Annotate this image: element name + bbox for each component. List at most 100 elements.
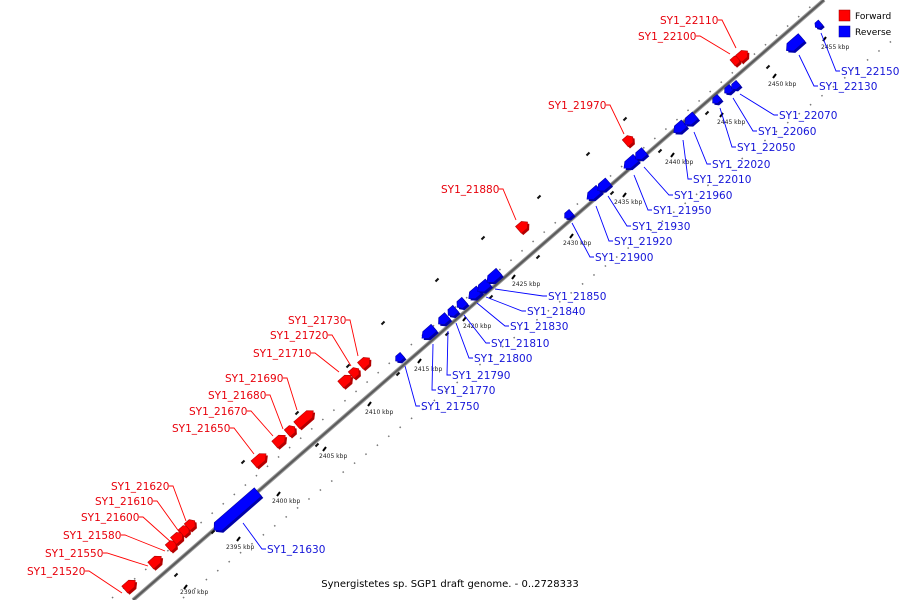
- ruler-tick-label: 2415 kbp: [414, 366, 442, 373]
- reverse-gene-leader: [798, 54, 818, 87]
- forward-gene-label: SY1_21720: [270, 330, 328, 342]
- forward-gene: [271, 434, 286, 449]
- reverse-gene-label: SY1_21790: [452, 370, 510, 382]
- ruler-tick-label: 2405 kbp: [319, 453, 347, 460]
- reverse-gene: [597, 177, 612, 192]
- ruler-tick-label: 2450 kbp: [768, 81, 796, 88]
- reverse-gene-leader: [693, 131, 711, 165]
- feature-tick: [585, 151, 591, 157]
- reverse-gene-label: SY1_22130: [819, 81, 877, 93]
- feature-tick: [609, 190, 615, 196]
- legend-forward-label: Forward: [855, 12, 891, 22]
- reverse-gene-label: SY1_21950: [653, 205, 711, 217]
- feature-tick: [657, 148, 663, 154]
- ruler-tick-label: 2395 kbp: [226, 544, 254, 551]
- forward-gene-leader: [328, 334, 352, 367]
- legend-reverse-label: Reverse: [855, 28, 892, 38]
- forward-gene-leader: [247, 410, 274, 437]
- forward-gene: [293, 410, 314, 430]
- reverse-gene-label: SY1_21850: [548, 291, 606, 303]
- feature-tick: [345, 363, 351, 369]
- forward-gene-label: SY1_22100: [638, 31, 696, 43]
- ruler-tick-mark: [367, 401, 372, 407]
- forward-gene-label: SY1_21550: [45, 548, 103, 560]
- forward-gene-leader: [169, 485, 187, 522]
- ruler-tick-mark: [417, 358, 422, 364]
- forward-gene-leader: [606, 104, 625, 135]
- forward-gene-label: SY1_21710: [253, 348, 311, 360]
- ruler-tick-mark: [236, 536, 241, 542]
- reverse-gene-label: SY1_21630: [267, 544, 325, 556]
- ruler-tick-mark: [670, 152, 675, 158]
- ruler-tick-mark: [511, 274, 516, 280]
- reverse-gene: [447, 304, 460, 317]
- reverse-gene: [395, 351, 406, 362]
- reverse-gene-label: SY1_21830: [510, 321, 568, 333]
- gene-features: [121, 19, 825, 595]
- feature-tick: [704, 110, 710, 116]
- reverse-gene-label: SY1_22010: [693, 174, 751, 186]
- label-leader-lines: [85, 19, 840, 594]
- reverse-gene: [673, 119, 688, 134]
- forward-gene-label: SY1_21520: [27, 566, 85, 578]
- forward-gene: [183, 519, 196, 532]
- forward-gene: [121, 579, 136, 594]
- forward-gene-leader: [153, 500, 181, 534]
- reverse-gene-leader: [463, 314, 490, 344]
- ruler-tick-mark: [719, 112, 724, 118]
- reverse-gene-leader: [485, 296, 526, 312]
- feature-tick: [622, 116, 628, 122]
- forward-gene-leader: [718, 19, 737, 49]
- ruler-tick-mark: [772, 73, 777, 79]
- ruler-tick-label: 2435 kbp: [614, 199, 642, 206]
- legend-reverse-swatch: [838, 25, 851, 38]
- reverse-gene: [731, 79, 742, 90]
- forward-gene: [164, 540, 177, 553]
- reverse-gene-leader: [643, 166, 673, 196]
- feature-tick: [488, 294, 494, 300]
- ruler-tick-label: 2400 kbp: [272, 498, 300, 505]
- forward-gene-label: SY1_21690: [225, 373, 283, 385]
- feature-tick: [294, 410, 300, 416]
- reverse-gene-label: SY1_21920: [614, 236, 672, 248]
- reverse-gene-label: SY1_21800: [474, 353, 532, 365]
- forward-gene-label: SY1_21880: [441, 184, 499, 196]
- reverse-gene-label: SY1_22020: [712, 159, 770, 171]
- reverse-gene-label: SY1_21930: [632, 221, 690, 233]
- forward-gene-label: SY1_21680: [208, 390, 266, 402]
- reverse-gene-leader: [739, 93, 778, 116]
- feature-tick: [480, 235, 486, 241]
- reverse-gene-leader: [633, 174, 652, 211]
- reverse-gene-label: SY1_21810: [491, 338, 549, 350]
- reverse-gene-leader: [455, 322, 473, 359]
- reverse-gene-leader: [431, 343, 436, 391]
- reverse-gene-leader: [682, 139, 692, 180]
- reverse-gene: [486, 267, 503, 283]
- forward-gene: [515, 221, 528, 234]
- feature-tick: [240, 459, 246, 465]
- ruler-tick-mark: [276, 491, 281, 497]
- forward-gene-leader: [103, 552, 149, 567]
- forward-gene-leader: [346, 319, 359, 357]
- feature-tick: [536, 194, 542, 200]
- reverse-gene-leader: [446, 330, 451, 376]
- ruler-tick-label: 2440 kbp: [665, 159, 693, 166]
- ruler-tick-label: 2445 kbp: [717, 119, 745, 126]
- reverse-gene-label: SY1_22150: [841, 66, 899, 78]
- ruler-tick-mark: [622, 192, 627, 198]
- reverse-gene: [438, 312, 451, 325]
- reverse-gene-leader: [242, 522, 266, 550]
- forward-gene-leader: [283, 377, 298, 411]
- reverse-gene-label: SY1_21900: [595, 252, 653, 264]
- ruler-tick-label: 2410 kbp: [365, 409, 393, 416]
- forward-gene-label: SY1_21970: [548, 100, 606, 112]
- feature-tick: [535, 254, 541, 260]
- genome-caption: Synergistetes sp. SGP1 draft genome. - 0…: [321, 579, 578, 590]
- forward-gene-label: SY1_21610: [95, 496, 153, 508]
- forward-gene-leader: [139, 516, 173, 544]
- forward-gene: [147, 555, 162, 570]
- forward-gene: [347, 367, 360, 380]
- reverse-gene-label: SY1_21840: [527, 306, 585, 318]
- reverse-gene-leader: [404, 365, 420, 407]
- feature-tick: [765, 64, 771, 70]
